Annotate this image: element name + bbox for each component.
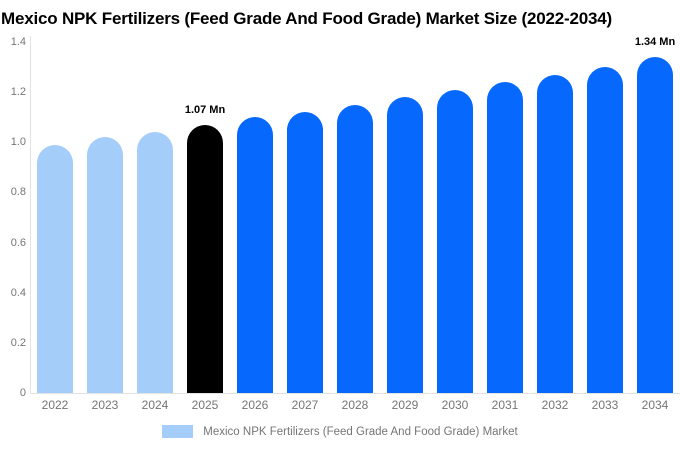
y-axis-tick-label: 0.4 [10, 286, 26, 299]
x-axis-line [30, 393, 680, 394]
legend-swatch [162, 425, 194, 438]
legend-label: Mexico NPK Fertilizers (Feed Grade And F… [203, 425, 518, 438]
bar-value-label: 1.07 Mn [184, 103, 226, 116]
x-axis-tick-label: 2029 [391, 398, 419, 412]
y-axis-tick-label: 1.0 [10, 136, 26, 149]
bar-2022[interactable] [37, 144, 73, 393]
bar-2024[interactable] [137, 132, 173, 393]
y-axis-tick-label: 0.2 [10, 336, 26, 349]
x-axis-tick-label: 2022 [41, 398, 69, 412]
bar-2032[interactable] [537, 74, 573, 393]
x-axis-tick-label: 2023 [91, 398, 119, 412]
chart-title: Mexico NPK Fertilizers (Feed Grade And F… [1, 9, 612, 28]
x-axis-tick-label: 2032 [541, 398, 569, 412]
x-axis-tick-label: 2026 [241, 398, 269, 412]
y-axis-tick-label: 1.2 [10, 86, 26, 99]
x-axis-tick-label: 2030 [441, 398, 469, 412]
bar-2030[interactable] [437, 89, 473, 393]
y-axis-tick-label: 0 [19, 387, 26, 399]
x-axis-tick-label: 2034 [641, 398, 669, 412]
y-axis-tick-label: 0.6 [10, 236, 26, 249]
x-axis-tick-label: 2033 [591, 398, 619, 412]
x-axis-tick-label: 2025 [191, 398, 219, 412]
bar-2023[interactable] [87, 137, 123, 393]
bar-2027[interactable] [287, 112, 323, 393]
y-axis-line [30, 36, 31, 393]
bar-2025[interactable] [187, 124, 223, 393]
bar-2034[interactable] [637, 57, 673, 393]
bar-2028[interactable] [337, 104, 373, 393]
bar-2029[interactable] [387, 97, 423, 393]
x-axis-tick-label: 2027 [291, 398, 319, 412]
x-axis-tick-label: 2031 [491, 398, 519, 412]
legend[interactable]: Mexico NPK Fertilizers (Feed Grade And F… [0, 425, 680, 438]
bar-value-label: 1.34 Mn [634, 36, 676, 49]
bar-2031[interactable] [487, 82, 523, 393]
bar-2033[interactable] [587, 67, 623, 393]
x-axis-tick-label: 2028 [341, 398, 369, 412]
bar-2026[interactable] [237, 117, 273, 393]
y-axis-tick-label: 1.4 [10, 36, 26, 48]
y-axis-tick-label: 0.8 [10, 186, 26, 199]
x-axis-tick-label: 2024 [141, 398, 169, 412]
